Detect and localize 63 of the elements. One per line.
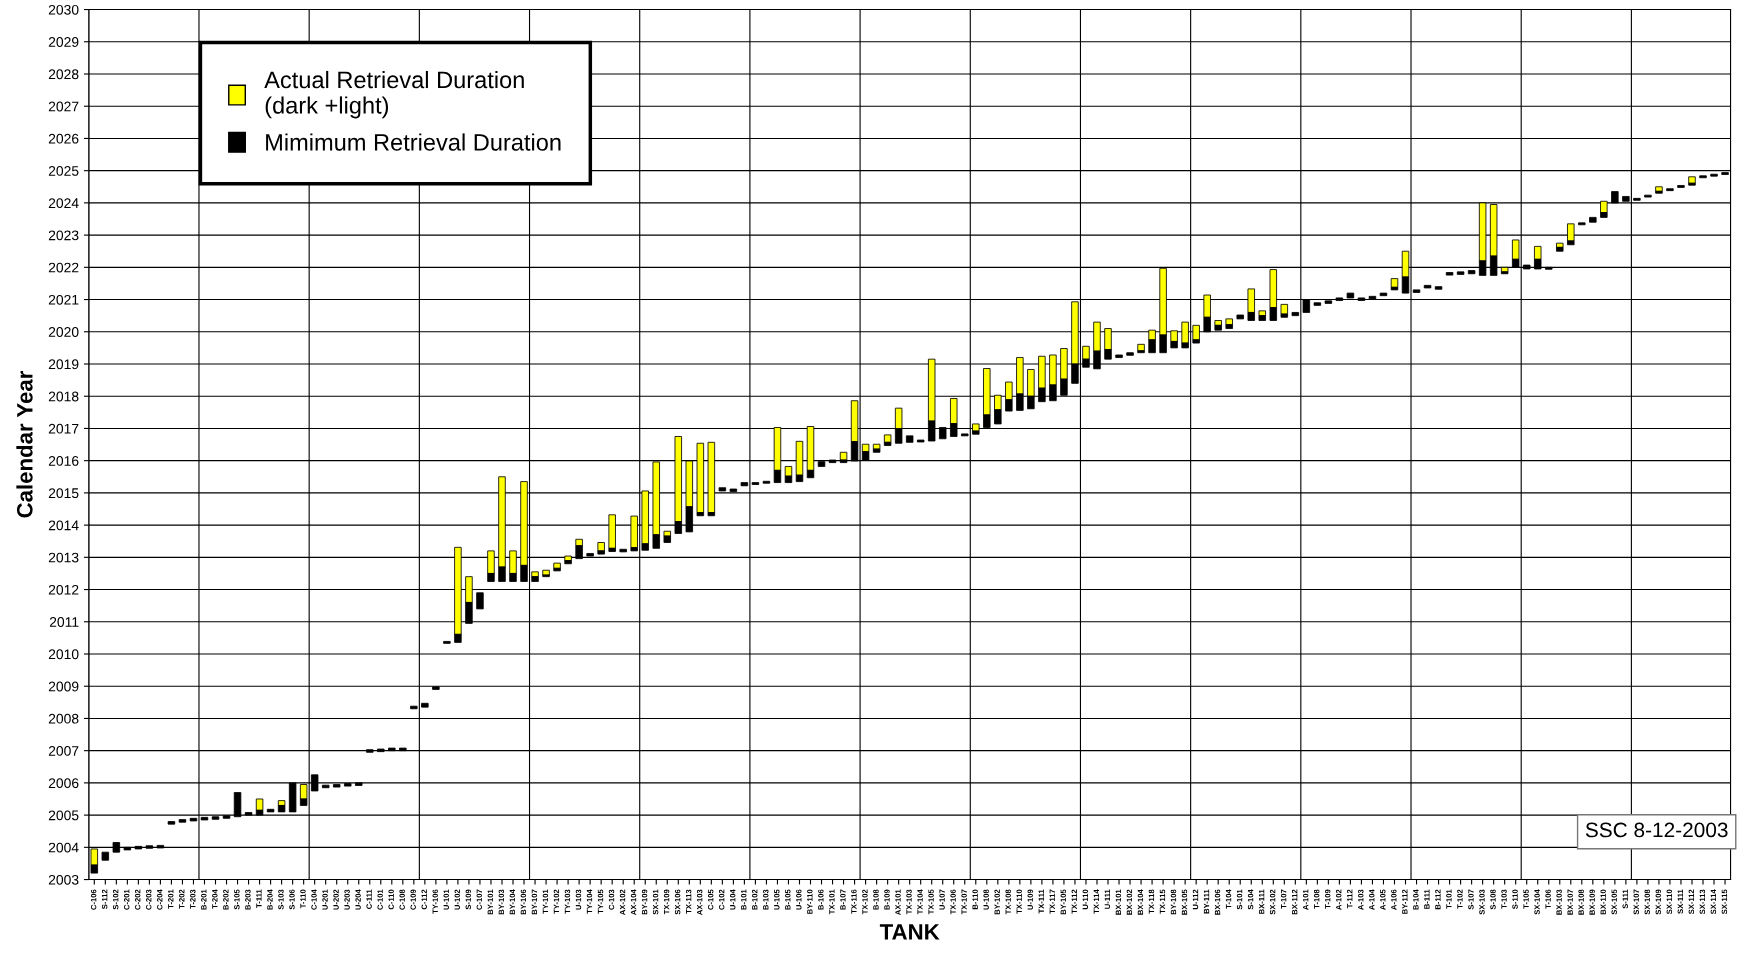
y-tick-label: 2018: [48, 391, 79, 402]
bar: [1258, 310, 1266, 317]
bar: [1390, 278, 1399, 288]
y-tick-label: 2024: [48, 198, 79, 209]
bar: [1556, 246, 1564, 252]
bar: [1589, 216, 1597, 223]
y-tick-label: 2022: [48, 262, 79, 273]
y-tick-label: 2011: [49, 617, 79, 627]
legend-label: Actual Retrieval Duration (dark +light): [264, 70, 524, 119]
y-tick-label: 2003: [48, 874, 79, 885]
bar: [619, 548, 627, 553]
bar: [905, 435, 914, 443]
y-tick-label: 2023: [48, 230, 79, 241]
y-tick-label: 2029: [48, 37, 79, 47]
y-tick-label: 2006: [48, 778, 79, 789]
y-tick-label: 2017: [48, 423, 79, 434]
bar: [1225, 318, 1233, 326]
bar: [1137, 343, 1145, 352]
y-tick-label: 2012: [48, 584, 79, 595]
bar: [553, 562, 561, 569]
bar: [1434, 286, 1443, 290]
y-tick-label: 2027: [48, 101, 79, 112]
y-tick-label: 2028: [48, 69, 79, 80]
bar: [1236, 314, 1244, 320]
bar: [178, 819, 187, 823]
bar: [1423, 284, 1432, 289]
bar: [167, 821, 176, 825]
bar: [1655, 186, 1663, 192]
y-tick-label: 2005: [48, 810, 79, 821]
bar: [872, 448, 881, 453]
y-tick-label: 2014: [48, 520, 79, 531]
y-tick-label: 2009: [48, 681, 79, 692]
y-tick-label: 2015: [48, 488, 79, 499]
y-tick-label: 2004: [48, 842, 79, 853]
bar: [1313, 302, 1322, 306]
y-tick-label: 2021: [48, 294, 79, 305]
bar: [1379, 292, 1388, 297]
y-tick-label: 2007: [48, 746, 79, 756]
y-tick-label: 2016: [48, 456, 79, 466]
bar: [1688, 176, 1696, 184]
bar: [1456, 271, 1465, 275]
y-tick-label: 2019: [48, 359, 79, 370]
x-axis-title: TANK: [879, 924, 940, 940]
bar: [663, 535, 671, 543]
y-tick-label: 2030: [48, 4, 79, 15]
annotation: SSC 8-12-2003: [1585, 822, 1728, 838]
bar: [1445, 272, 1454, 276]
y-tick-label: 2025: [48, 166, 79, 176]
legend-label: Mimimum Retrieval Duration: [266, 133, 561, 151]
bar: [476, 592, 484, 610]
bar: [101, 851, 110, 861]
bar: [1280, 303, 1289, 315]
y-tick-label: 2013: [48, 552, 79, 563]
bar: [597, 542, 605, 552]
y-tick-label: 2008: [48, 713, 79, 724]
bar: [1467, 270, 1476, 275]
y-tick-label: 2026: [48, 133, 79, 144]
bar: [1126, 352, 1134, 356]
y-tick-label: 2020: [48, 327, 79, 337]
bar: [1115, 354, 1123, 358]
y-tick-label: 2010: [48, 649, 79, 660]
y-axis-title: Calendar Year: [16, 370, 33, 518]
bar: [883, 434, 892, 443]
